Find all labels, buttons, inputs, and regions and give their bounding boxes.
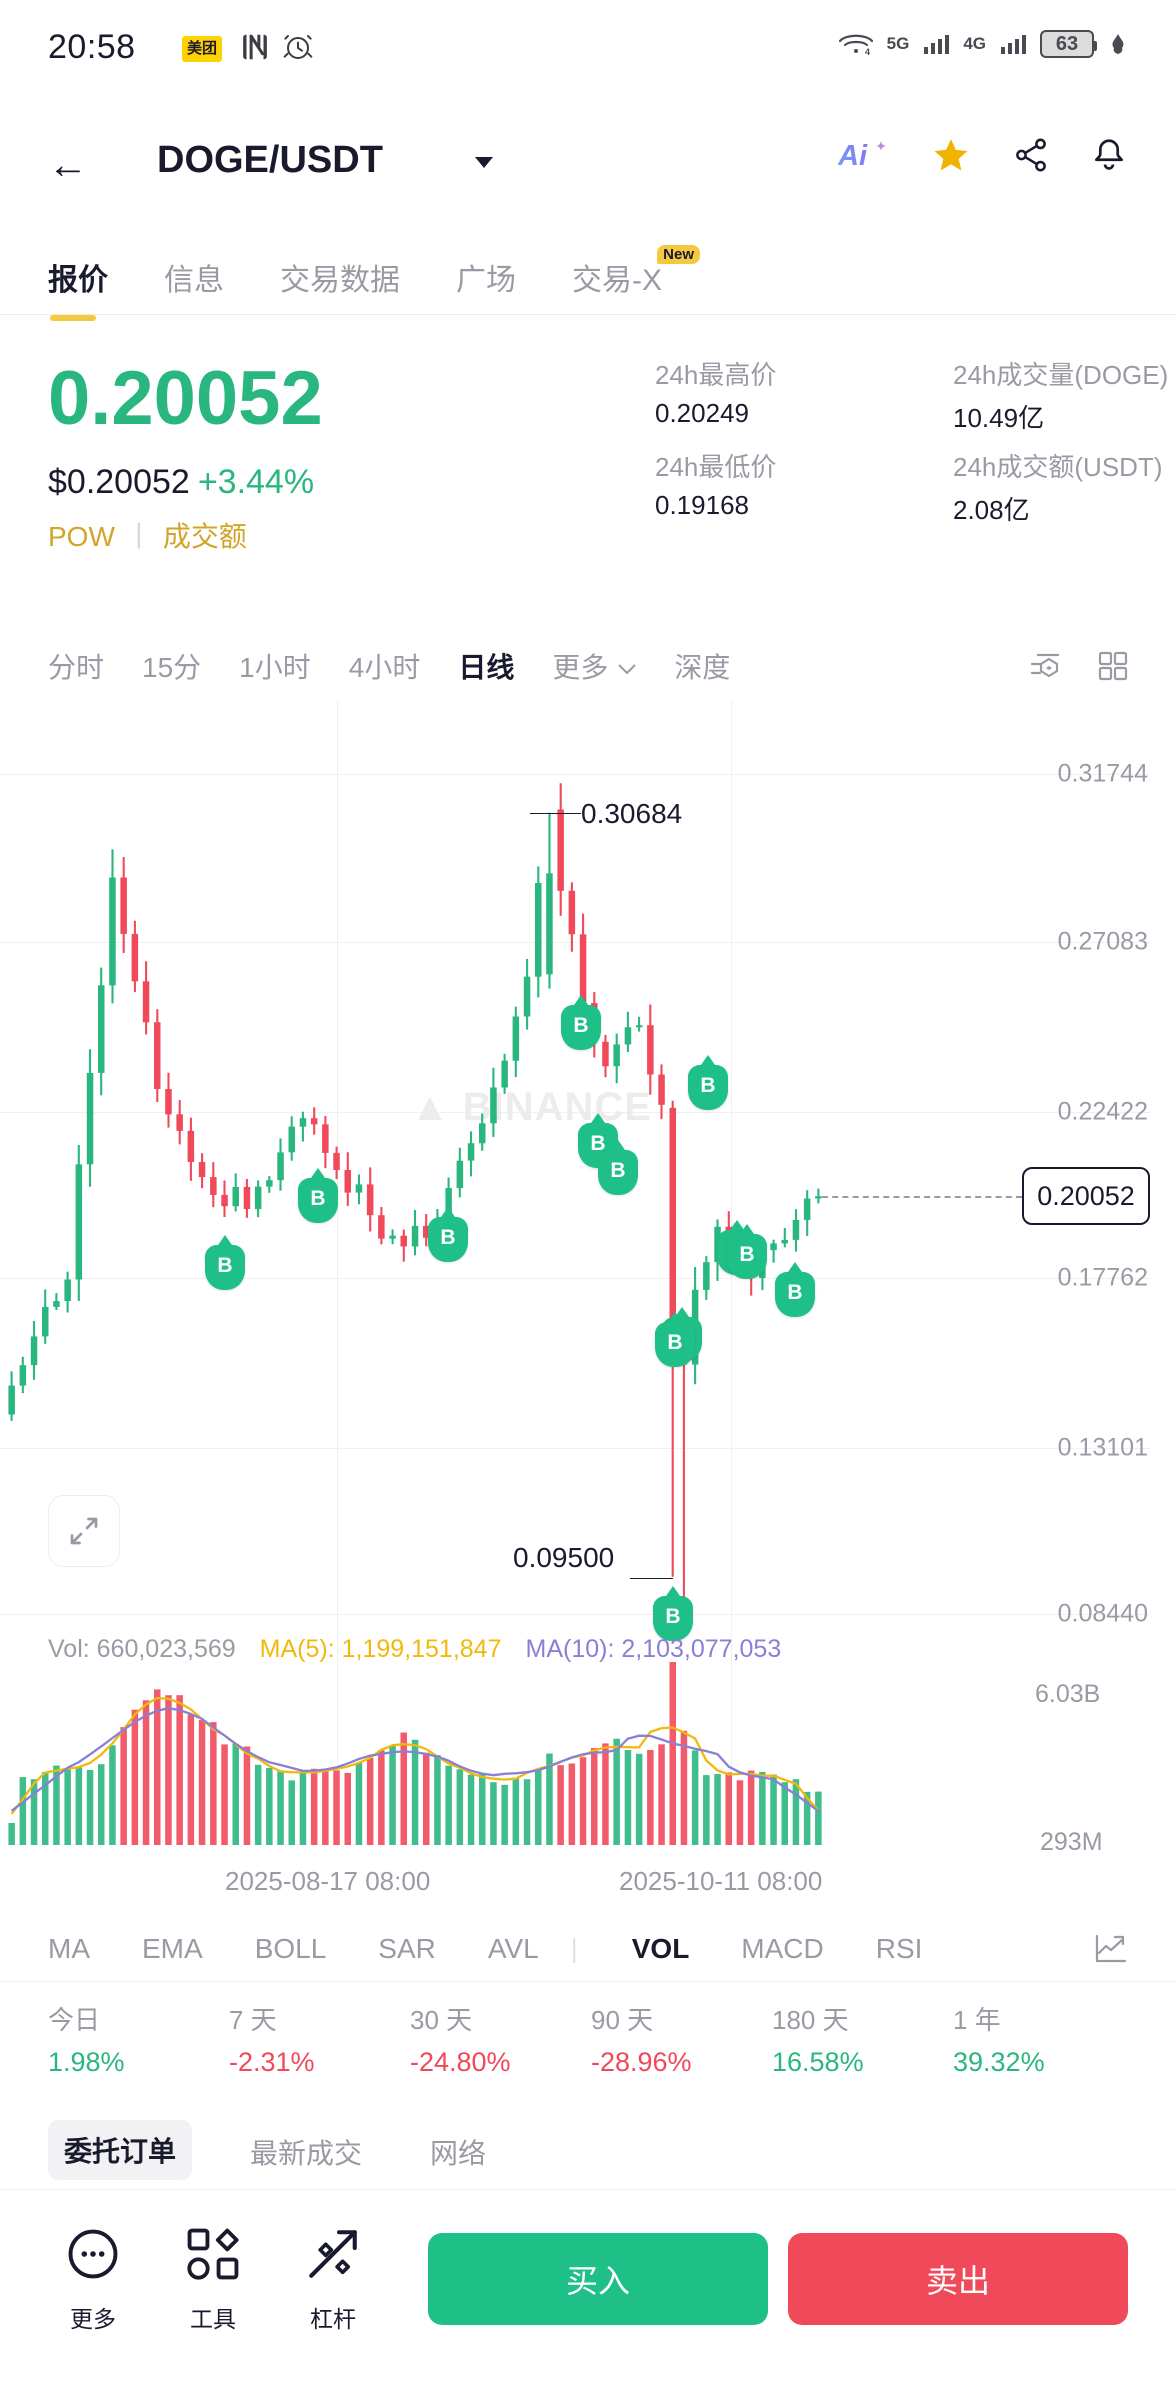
svg-text:B: B <box>739 1243 754 1266</box>
svg-text:B: B <box>665 1605 680 1628</box>
svg-text:B: B <box>310 1187 325 1210</box>
svg-text:B: B <box>700 1074 715 1097</box>
svg-text:B: B <box>440 1226 455 1249</box>
svg-text:B: B <box>573 1014 588 1037</box>
svg-text:B: B <box>667 1331 682 1354</box>
svg-text:B: B <box>787 1281 802 1304</box>
svg-text:B: B <box>217 1254 232 1277</box>
svg-text:B: B <box>610 1159 625 1182</box>
